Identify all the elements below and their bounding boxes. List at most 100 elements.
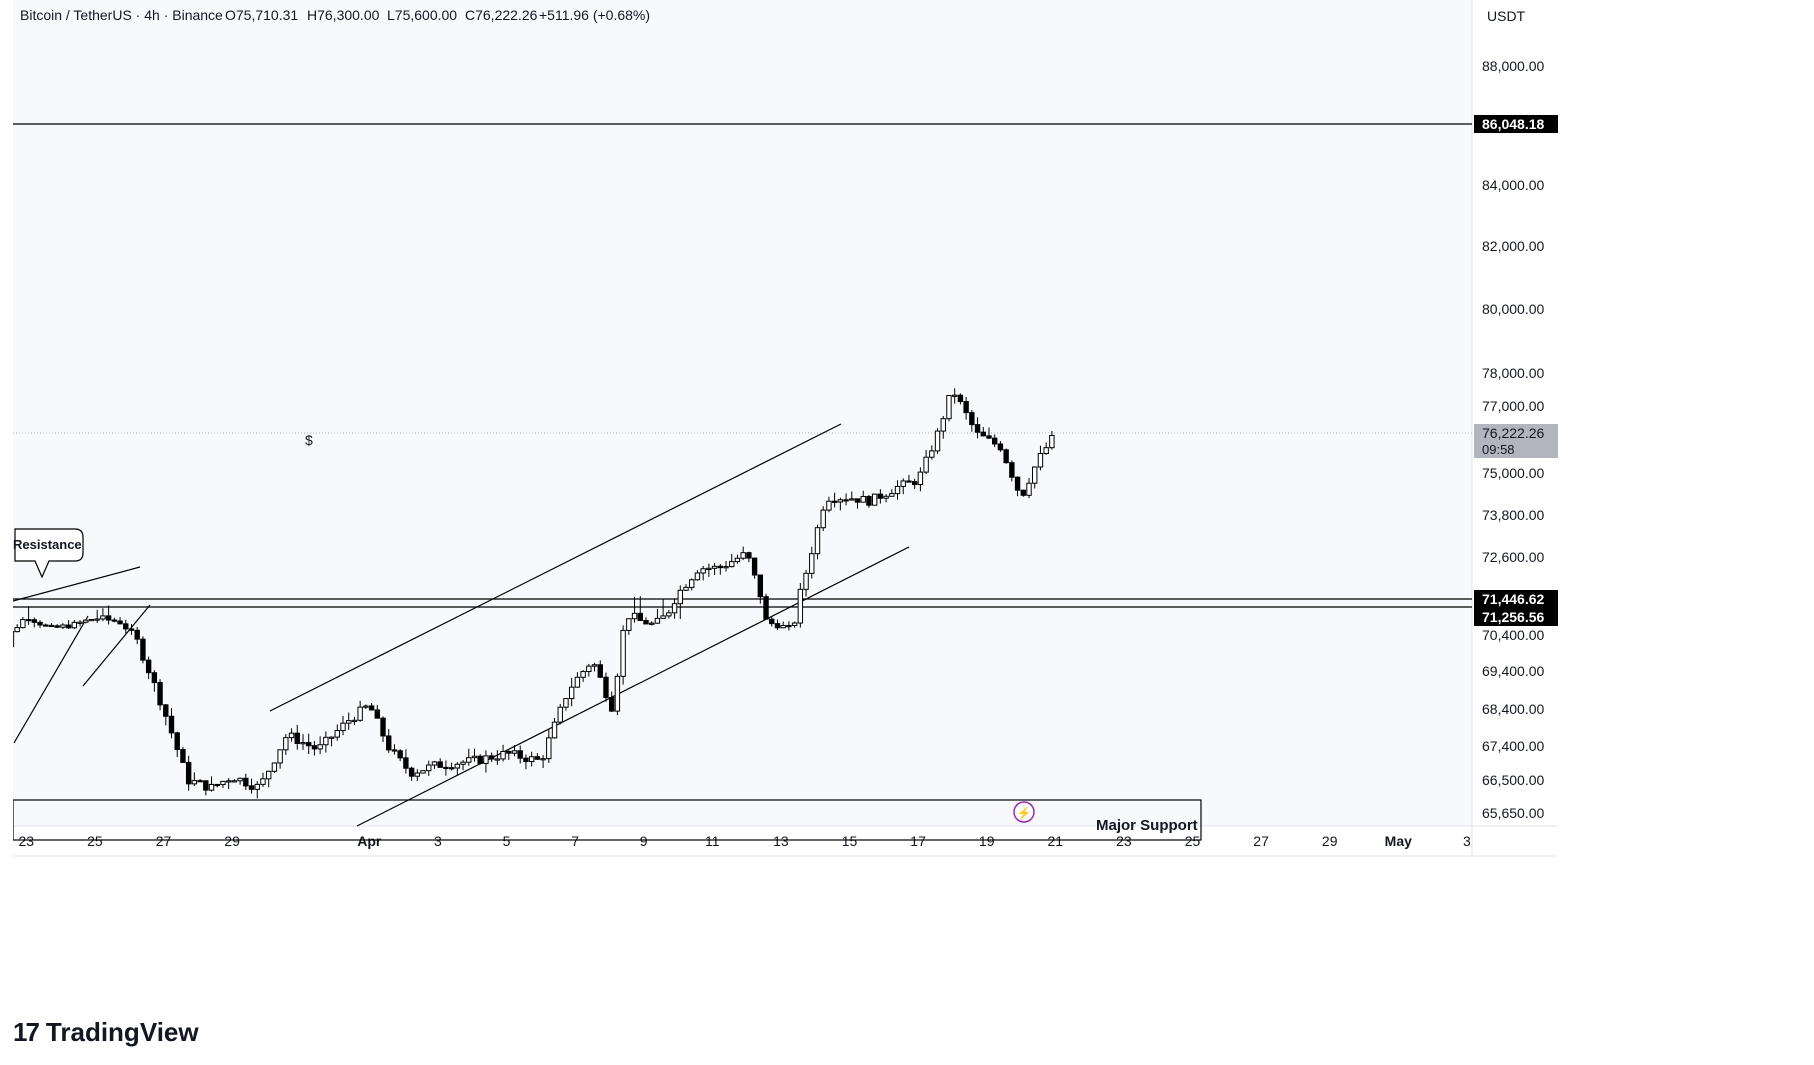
candle-body[interactable] xyxy=(528,756,535,763)
candle-body[interactable] xyxy=(711,565,718,569)
candle-body[interactable] xyxy=(71,621,78,629)
candle-body[interactable] xyxy=(460,761,466,765)
candle-body[interactable] xyxy=(43,624,49,627)
candle-body[interactable] xyxy=(357,706,363,721)
candle-body[interactable] xyxy=(974,424,981,433)
candle-body[interactable] xyxy=(831,500,838,503)
candle-body[interactable] xyxy=(346,720,352,724)
candle-body[interactable] xyxy=(1014,476,1021,491)
candle-body[interactable] xyxy=(288,732,295,739)
trendline[interactable] xyxy=(82,604,151,687)
candle-body[interactable] xyxy=(871,493,878,506)
candle-body[interactable] xyxy=(517,750,523,759)
candle-body[interactable] xyxy=(774,623,781,629)
candle-body[interactable] xyxy=(900,480,906,487)
candle-body[interactable] xyxy=(1032,466,1038,484)
candle-body[interactable] xyxy=(860,495,866,503)
candle-body[interactable] xyxy=(992,437,998,445)
candle-body[interactable] xyxy=(14,627,20,633)
candle-body[interactable] xyxy=(574,676,581,688)
candle-body[interactable] xyxy=(145,659,152,674)
candle-body[interactable] xyxy=(917,471,924,486)
candle-body[interactable] xyxy=(803,572,809,590)
candle-body[interactable] xyxy=(83,619,89,623)
candle-body[interactable] xyxy=(597,664,603,678)
candle-body[interactable] xyxy=(123,623,129,630)
candle-body[interactable] xyxy=(431,761,438,766)
candle-body[interactable] xyxy=(740,552,746,559)
candle-body[interactable] xyxy=(769,618,775,625)
candle-body[interactable] xyxy=(454,763,461,769)
lightning-icon[interactable] xyxy=(1013,801,1035,823)
candle-body[interactable] xyxy=(265,770,272,780)
candle-body[interactable] xyxy=(185,761,192,785)
candle-body[interactable] xyxy=(786,624,792,628)
candle-body[interactable] xyxy=(157,682,163,706)
candle-body[interactable] xyxy=(380,717,386,737)
candle-body[interactable] xyxy=(426,764,432,772)
trendline[interactable] xyxy=(269,423,842,712)
candle-body[interactable] xyxy=(666,612,672,617)
candle-body[interactable] xyxy=(203,780,209,791)
candle-body[interactable] xyxy=(363,705,369,708)
candle-body[interactable] xyxy=(751,557,758,576)
candle-body[interactable] xyxy=(443,766,449,770)
candle-body[interactable] xyxy=(140,638,146,661)
candle-body[interactable] xyxy=(25,619,32,622)
candle-body[interactable] xyxy=(94,618,100,621)
candle-body[interactable] xyxy=(65,624,72,629)
candle-body[interactable] xyxy=(334,730,340,738)
candle-body[interactable] xyxy=(511,750,518,754)
candle-body[interactable] xyxy=(448,767,455,770)
candle-body[interactable] xyxy=(374,709,381,719)
candle-body[interactable] xyxy=(420,770,426,774)
candle-body[interactable] xyxy=(883,495,889,499)
candle-body[interactable] xyxy=(809,553,815,574)
candle-body[interactable] xyxy=(151,672,158,684)
candle-body[interactable] xyxy=(826,500,832,511)
candle-body[interactable] xyxy=(60,624,66,628)
candle-body[interactable] xyxy=(951,394,958,397)
candle-body[interactable] xyxy=(214,783,220,787)
candle-body[interactable] xyxy=(494,758,501,761)
candle-body[interactable] xyxy=(248,785,255,790)
candle-body[interactable] xyxy=(877,493,884,499)
candle-body[interactable] xyxy=(683,586,689,591)
candle-body[interactable] xyxy=(231,780,238,783)
candle-body[interactable] xyxy=(323,736,329,746)
candle-body[interactable] xyxy=(1003,449,1009,464)
candle-body[interactable] xyxy=(820,509,826,529)
candle-body[interactable] xyxy=(706,567,712,571)
candle-body[interactable] xyxy=(763,596,769,620)
candle-body[interactable] xyxy=(631,612,638,620)
candle-body[interactable] xyxy=(889,493,895,497)
candle-body[interactable] xyxy=(134,629,140,640)
candle-body[interactable] xyxy=(88,619,95,622)
candle-body[interactable] xyxy=(466,757,472,763)
candle-body[interactable] xyxy=(894,485,901,495)
candle-body[interactable] xyxy=(1049,434,1055,449)
candle-body[interactable] xyxy=(677,589,683,605)
candle-body[interactable] xyxy=(586,665,592,673)
candle-body[interactable] xyxy=(911,481,918,486)
candle-body[interactable] xyxy=(717,565,724,569)
candle-body[interactable] xyxy=(723,566,729,569)
resistance-callout[interactable] xyxy=(14,528,84,579)
candle-body[interactable] xyxy=(929,450,935,458)
candle-body[interactable] xyxy=(837,499,844,503)
candle-body[interactable] xyxy=(163,704,169,717)
candle-body[interactable] xyxy=(969,412,975,426)
candle-body[interactable] xyxy=(128,628,135,631)
candle-body[interactable] xyxy=(260,778,266,785)
candle-body[interactable] xyxy=(54,625,60,628)
candle-body[interactable] xyxy=(1026,482,1032,496)
candle-body[interactable] xyxy=(8,631,15,648)
candle-body[interactable] xyxy=(271,762,278,772)
candle-body[interactable] xyxy=(391,749,398,752)
candle-body[interactable] xyxy=(225,780,232,783)
candle-body[interactable] xyxy=(866,495,872,506)
candle-body[interactable] xyxy=(328,736,335,739)
candle-body[interactable] xyxy=(294,732,300,744)
candle-body[interactable] xyxy=(403,757,409,769)
candle-body[interactable] xyxy=(923,456,929,473)
